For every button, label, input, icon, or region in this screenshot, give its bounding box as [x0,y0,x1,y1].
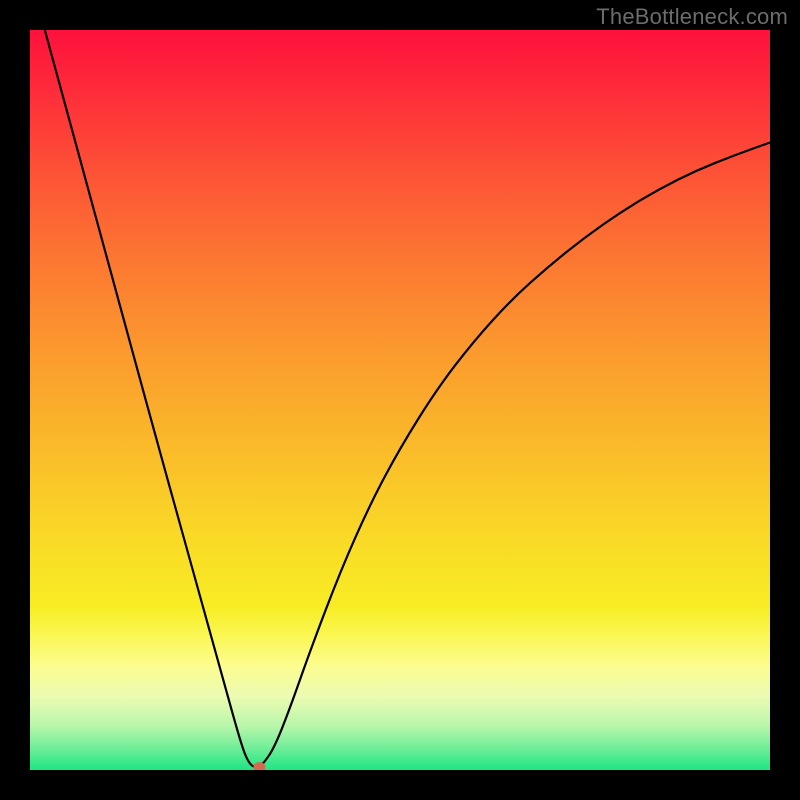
watermark-text: TheBottleneck.com [596,4,788,30]
chart-svg [30,30,770,770]
plot-area [30,30,770,770]
chart-background [30,30,770,770]
